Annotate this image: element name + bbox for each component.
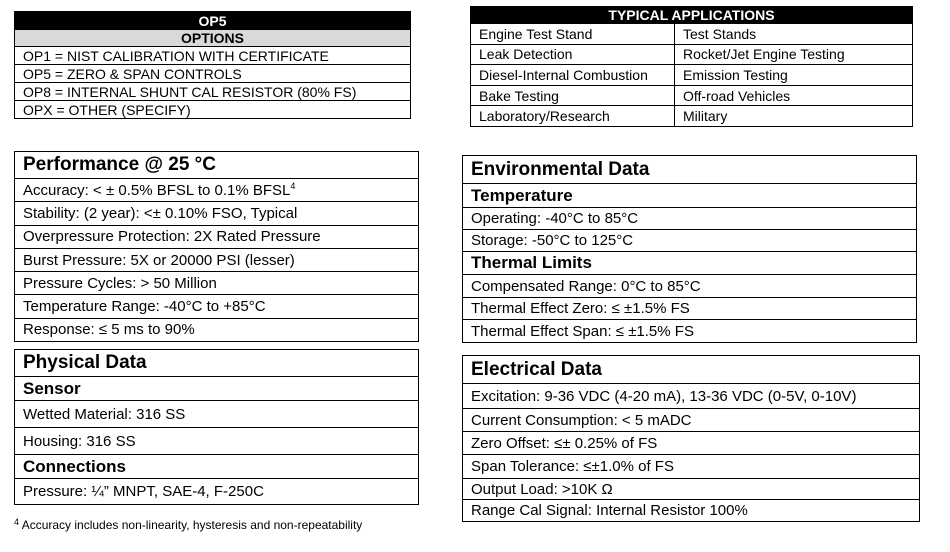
options-box: OP5 OPTIONS OP1 = NIST CALIBRATION WITH CE…: [14, 11, 411, 119]
environmental-box: Environmental Data Temperature Operating: …: [462, 155, 917, 343]
electrical-box: Electrical Data Excitation: 9-36 VDC (4-2…: [462, 355, 920, 522]
application-cell: Leak Detection: [471, 44, 675, 65]
application-cell: Rocket/Jet Engine Testing: [683, 46, 845, 63]
environmental-row: Operating: -40°C to 85°C: [463, 207, 916, 229]
application-row: Laboratory/Research Military: [471, 105, 912, 126]
performance-row: Pressure Cycles: > 50 Million: [15, 271, 418, 294]
performance-text: Accuracy: < ± 0.5% BFSL to 0.1% BFSL: [23, 181, 291, 199]
environmental-title: Environmental Data: [471, 158, 650, 180]
applications-box: TYPICAL APPLICATIONS Engine Test Stand Tes…: [470, 6, 913, 127]
physical-box: Physical Data Sensor Wetted Material: 316 …: [14, 349, 419, 505]
footnote-mark: 4: [14, 517, 20, 527]
options-title: OP5: [15, 12, 410, 29]
options-header: OPTIONS: [15, 29, 410, 46]
physical-heading: Sensor: [15, 376, 418, 400]
electrical-row: Output Load: >10K Ω: [463, 478, 919, 499]
performance-title: Performance @ 25 °C: [23, 154, 216, 175]
footnote-text: Accuracy includes non-linearity, hystere…: [21, 518, 363, 532]
application-cell: Laboratory/Research: [471, 106, 675, 126]
application-row: Diesel-Internal Combustion Emission Testi…: [471, 64, 912, 85]
environmental-heading: Thermal Limits: [463, 251, 916, 274]
physical-row: Housing: 316 SS: [15, 427, 418, 454]
performance-row: Burst Pressure: 5X or 20000 PSI (lesser): [15, 247, 418, 271]
environmental-heading: Temperature: [463, 183, 916, 207]
application-cell: Engine Test Stand: [471, 24, 675, 44]
electrical-row: Span Tolerance: ≤±1.0% of FS: [463, 454, 919, 478]
application-row: Engine Test Stand Test Stands: [471, 23, 912, 44]
application-row: Bake Testing Off-road Vehicles: [471, 84, 912, 106]
environmental-row: Thermal Effect Zero: ≤ ±1.5% FS: [463, 297, 916, 319]
environmental-row: Compensated Range: 0°C to 85°C: [463, 274, 916, 297]
performance-row: Accuracy: < ± 0.5% BFSL to 0.1% BFSL 4: [15, 178, 418, 201]
environmental-row: Storage: -50°C to 125°C: [463, 229, 916, 251]
electrical-title: Electrical Data: [471, 358, 602, 380]
applications-title: TYPICAL APPLICATIONS: [471, 7, 912, 23]
application-row: Leak Detection Rocket/Jet Engine Testing: [471, 43, 912, 65]
physical-title: Physical Data: [23, 352, 147, 373]
option-row: OP1 = NIST CALIBRATION WITH CERTIFICATE: [15, 46, 410, 64]
performance-row: Response: ≤ 5 ms to 90%: [15, 317, 418, 341]
performance-row: Overpressure Protection: 2X Rated Pressu…: [15, 224, 418, 248]
option-row: OPX = OTHER (SPECIFY): [15, 100, 410, 118]
application-cell: Emission Testing: [683, 66, 788, 83]
electrical-row: Excitation: 9-36 VDC (4-20 mA), 13-36 VD…: [463, 383, 919, 408]
electrical-row: Zero Offset: ≤± 0.25% of FS: [463, 431, 919, 454]
electrical-row: Current Consumption: < 5 mADC: [463, 408, 919, 431]
electrical-row: Range Cal Signal: Internal Resistor 100%: [463, 499, 919, 521]
application-cell: Off-road Vehicles: [683, 87, 791, 104]
physical-row: Wetted Material: 316 SS: [15, 400, 418, 427]
option-row: OP8 = INTERNAL SHUNT CAL RESISTOR (80% F…: [15, 82, 410, 100]
application-cell: Test Stands: [683, 25, 757, 42]
environmental-row: Thermal Effect Span: ≤ ±1.5% FS: [463, 319, 916, 342]
application-cell: Bake Testing: [471, 85, 675, 106]
footnote-ref: 4: [290, 181, 296, 192]
physical-heading: Connections: [15, 454, 418, 478]
application-cell: Diesel-Internal Combustion: [471, 65, 675, 85]
performance-box: Performance @ 25 °C Accuracy: < ± 0.5% BF…: [14, 151, 419, 343]
physical-row: Pressure: ¼” MNPT, SAE-4, F-250C: [15, 478, 418, 504]
performance-row: Stability: (2 year): <± 0.10% FSO, Typic…: [15, 201, 418, 224]
application-cell: Military: [683, 108, 728, 125]
option-row: OP5 = ZERO & SPAN CONTROLS: [15, 64, 410, 82]
performance-row: Temperature Range: -40°C to +85°C: [15, 294, 418, 317]
footnote: 4 Accuracy includes non-linearity, hyste…: [14, 517, 363, 532]
